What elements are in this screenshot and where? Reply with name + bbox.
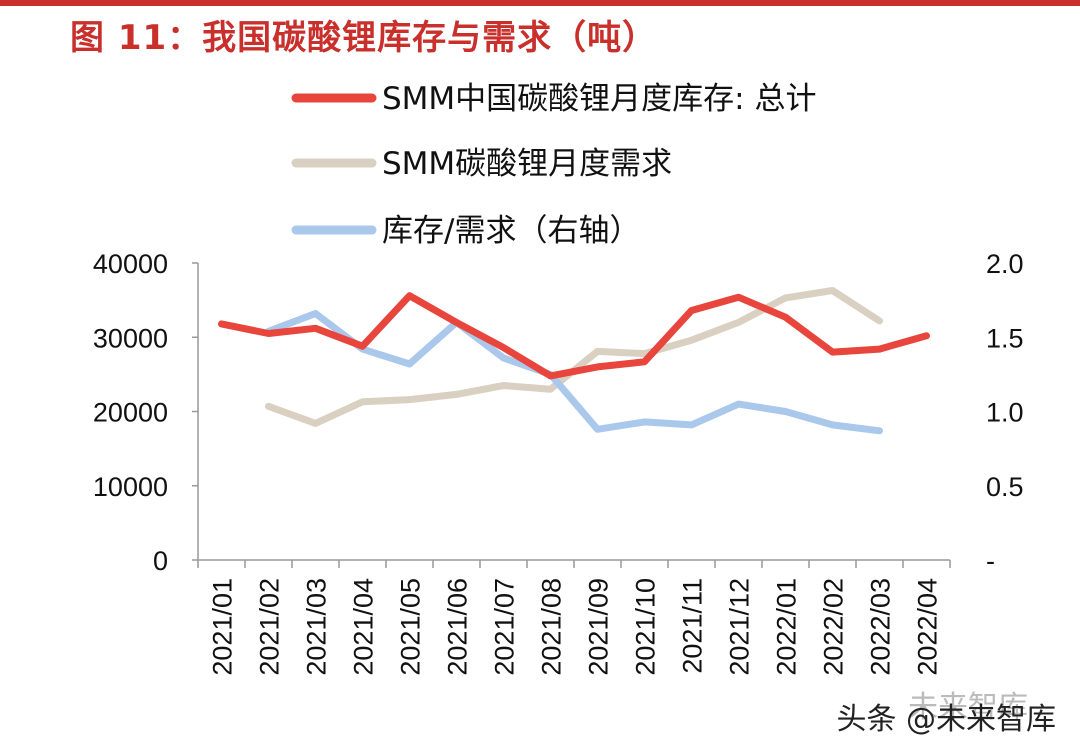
x-tick-label: 2021/02	[255, 578, 285, 676]
x-tick-label: 2021/03	[302, 578, 332, 676]
y-left-tick-label: 30000	[93, 323, 168, 353]
series-line-2	[265, 310, 883, 435]
y-left-tick-label: 20000	[93, 398, 168, 428]
x-tick-label: 2022/03	[866, 578, 896, 676]
x-tick-label: 2022/04	[913, 578, 943, 676]
series-line-0	[218, 292, 930, 380]
chart-title: 图 11：我国碳酸锂库存与需求（吨）	[70, 18, 658, 58]
y-right-tick-label: 0.5	[986, 472, 1024, 502]
x-tick-label: 2021/06	[443, 578, 473, 676]
y-left-tick-label: 40000	[93, 249, 168, 279]
x-tick-label: 2021/10	[631, 578, 661, 676]
axes: 0 10000 20000 30000 40000 - 0.5 1.0 1.5 2.0 2021/0…	[93, 249, 1024, 676]
legend-label-2: 库存/需求（右轴）	[382, 213, 640, 249]
legend-label-1: SMM碳酸锂月度需求	[382, 146, 672, 182]
x-tick-label: 2021/12	[725, 578, 755, 676]
y-right-tick-label: -	[986, 546, 995, 576]
watermark: 头条 @未来智库	[836, 702, 1056, 737]
y-right-tick-label: 2.0	[986, 249, 1024, 279]
watermark-faint: 未来智库	[908, 690, 1028, 725]
x-tick-label: 2022/02	[819, 578, 849, 676]
series-lines	[218, 287, 930, 435]
x-tick-label: 2021/08	[537, 578, 567, 676]
y-right-tick-label: 1.5	[986, 323, 1024, 353]
y-right-tick-label: 1.0	[986, 398, 1024, 428]
x-tick-label: 2021/07	[490, 578, 520, 676]
x-tick-label: 2021/04	[349, 578, 379, 676]
x-tick-label: 2021/11	[678, 578, 708, 674]
y-left-tick-label: 0	[153, 546, 168, 576]
x-tick-label: 2021/09	[584, 578, 614, 676]
x-tick-label: 2021/01	[208, 578, 238, 676]
x-tick-label: 2022/01	[772, 578, 802, 676]
legend-label-0: SMM中国碳酸锂月度库存: 总计	[382, 81, 816, 117]
top-accent-line	[0, 0, 1080, 6]
x-tick-label: 2021/05	[396, 578, 426, 676]
y-left-tick-label: 10000	[93, 472, 168, 502]
